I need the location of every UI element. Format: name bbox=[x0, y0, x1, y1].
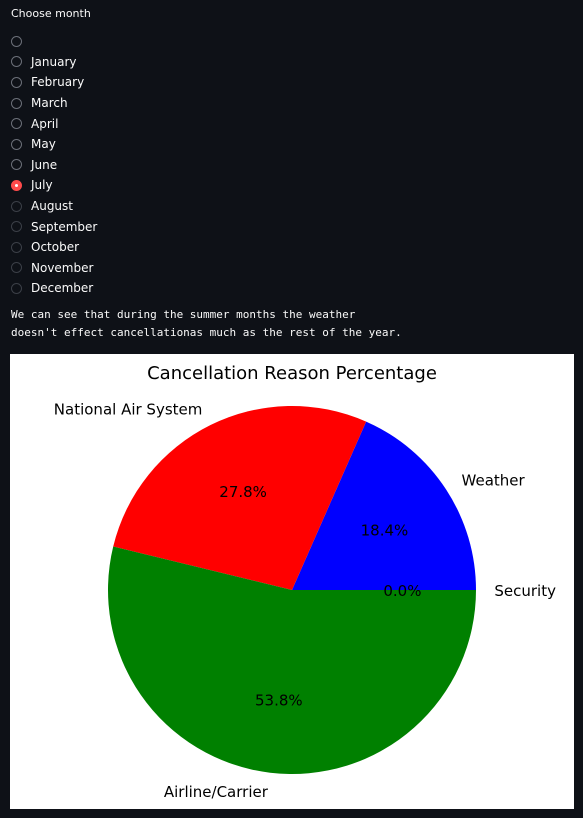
radio-option[interactable]: May bbox=[11, 134, 311, 155]
radio-option[interactable]: January bbox=[11, 52, 311, 73]
radio-option[interactable]: November bbox=[11, 258, 311, 279]
radio-option-label: December bbox=[31, 281, 94, 296]
radio-option[interactable]: December bbox=[11, 278, 311, 299]
slice-percent-label: 53.8% bbox=[255, 692, 303, 710]
slice-label: Security bbox=[494, 582, 556, 600]
radio-circle-icon[interactable] bbox=[11, 118, 22, 130]
radio-option-label: July bbox=[31, 178, 53, 193]
radio-option[interactable]: March bbox=[11, 93, 311, 114]
radio-circle-icon[interactable] bbox=[11, 241, 22, 253]
radio-selected-icon[interactable] bbox=[11, 179, 22, 191]
radio-circle-icon[interactable] bbox=[11, 159, 22, 171]
radio-circle-icon[interactable] bbox=[11, 262, 22, 274]
radio-circle-icon[interactable] bbox=[11, 56, 22, 68]
radio-option[interactable] bbox=[11, 31, 311, 52]
radio-option-label: April bbox=[31, 116, 59, 131]
radio-option[interactable]: August bbox=[11, 196, 311, 217]
radio-option-label: October bbox=[31, 240, 80, 255]
pie-slice bbox=[292, 421, 477, 590]
pie-slice bbox=[113, 406, 367, 590]
radio-option-label: March bbox=[31, 96, 68, 111]
radio-option-label: November bbox=[31, 260, 94, 275]
radio-circle-icon[interactable] bbox=[11, 282, 22, 294]
radio-circle-icon[interactable] bbox=[11, 200, 22, 212]
radio-option[interactable]: February bbox=[11, 72, 311, 93]
radio-circle-icon[interactable] bbox=[11, 97, 22, 109]
slice-percent-label: 0.0% bbox=[383, 582, 421, 600]
radio-group-label: Choose month bbox=[11, 7, 91, 20]
radio-option[interactable]: April bbox=[11, 113, 311, 134]
slice-label: Weather bbox=[462, 471, 526, 489]
month-radio-group: January February March April May June July Augu… bbox=[11, 31, 311, 299]
radio-option[interactable]: September bbox=[11, 216, 311, 237]
radio-option-label: August bbox=[31, 199, 73, 214]
radio-option[interactable]: July bbox=[11, 175, 311, 196]
radio-option-label: May bbox=[31, 137, 56, 152]
note-text: We can see that during the summer months… bbox=[11, 306, 402, 341]
radio-option[interactable]: October bbox=[11, 237, 311, 258]
slice-percent-label: 27.8% bbox=[219, 483, 267, 501]
pie-slice bbox=[108, 546, 476, 774]
radio-option-label: January bbox=[31, 54, 77, 69]
chart-title: Cancellation Reason Percentage bbox=[147, 363, 437, 384]
radio-circle-icon[interactable] bbox=[11, 76, 22, 88]
radio-circle-icon[interactable] bbox=[11, 35, 22, 47]
pie-chart: Cancellation Reason Percentage Weather 18.… bbox=[54, 363, 556, 801]
slice-percent-label: 18.4% bbox=[361, 522, 409, 540]
note-line-1: We can see that during the summer months… bbox=[11, 308, 356, 321]
slice-label: National Air System bbox=[54, 401, 203, 419]
radio-option-label: September bbox=[31, 219, 98, 234]
radio-circle-icon[interactable] bbox=[11, 221, 22, 233]
note-line-2: doesn't effect cancellationas much as th… bbox=[11, 325, 402, 339]
pie-chart-container: Cancellation Reason Percentage Weather 18.… bbox=[10, 354, 574, 809]
radio-option[interactable]: June bbox=[11, 155, 311, 176]
radio-option-label: February bbox=[31, 75, 85, 90]
slice-label: Airline/Carrier bbox=[164, 783, 269, 801]
radio-circle-icon[interactable] bbox=[11, 138, 22, 150]
radio-option-label: June bbox=[31, 157, 58, 172]
